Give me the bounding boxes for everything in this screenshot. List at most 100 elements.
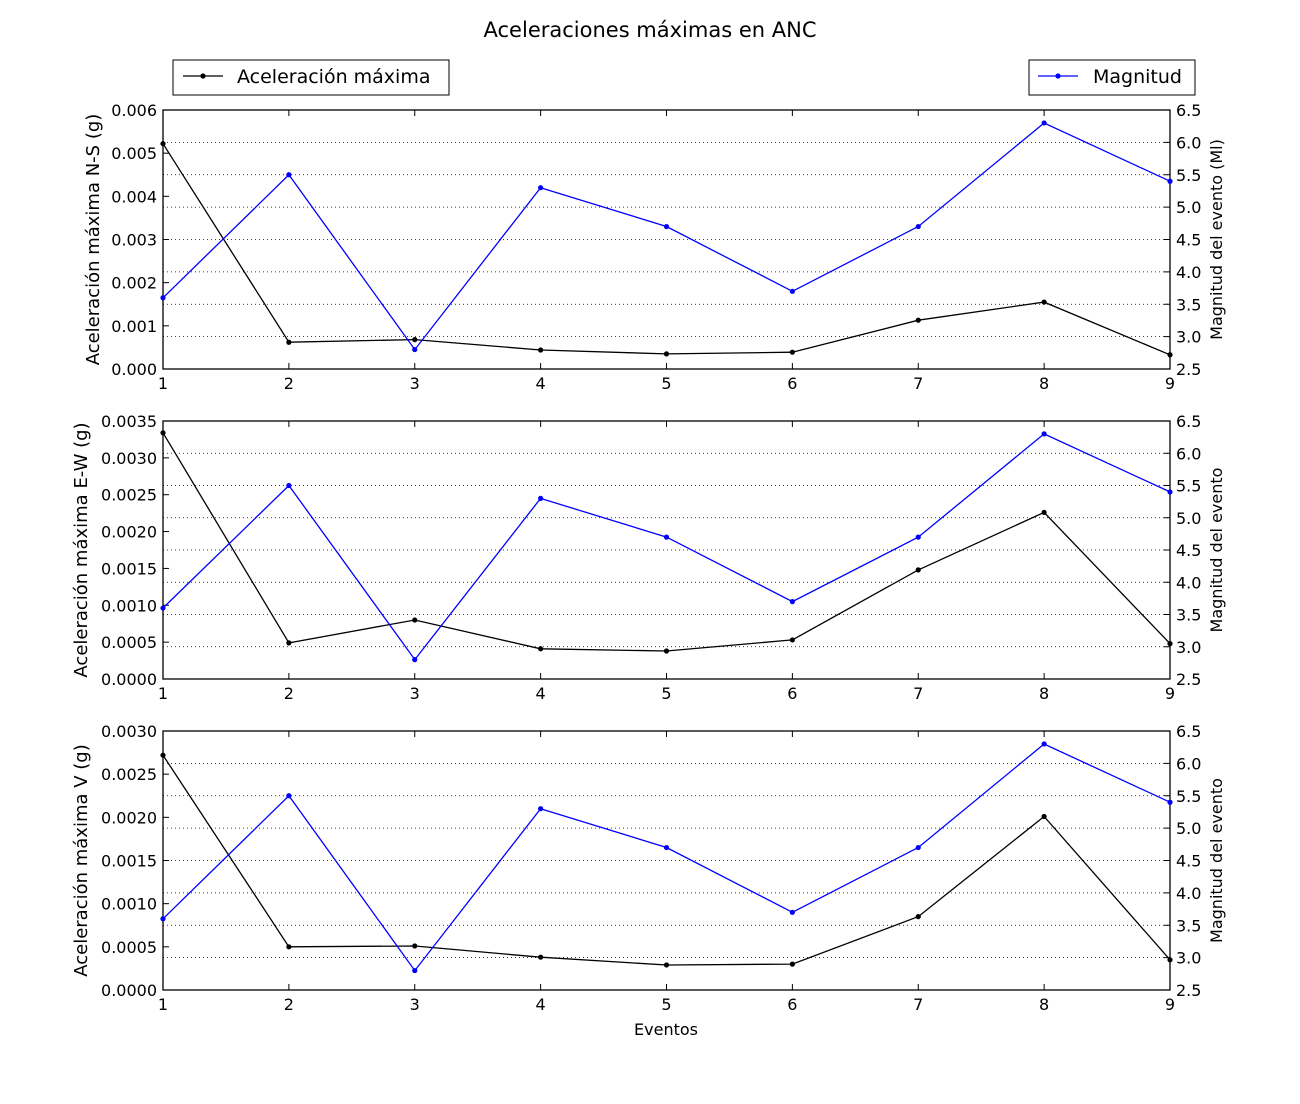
x-tick-label: 9 — [1165, 995, 1175, 1014]
y-right-tick-label: 5.0 — [1176, 819, 1201, 838]
y-right-tick-label: 4.0 — [1176, 263, 1201, 282]
x-tick-label: 1 — [158, 684, 168, 703]
y-left-tick-label: 0.0005 — [101, 633, 157, 652]
panels-layer: 1 2 3 4 5 6 7 8 9 0.000 0.001 0.002 0.003 0.004 0.005 0… — [71, 101, 1226, 1014]
data-point-acceleration — [286, 640, 292, 646]
plot-frame — [162, 730, 1171, 991]
legend-right-marker — [1055, 73, 1061, 79]
data-point-acceleration — [915, 567, 921, 573]
data-point-acceleration — [789, 349, 795, 355]
data-point-acceleration — [412, 337, 418, 343]
x-tick-label: 1 — [158, 995, 168, 1014]
x-tick-label: 3 — [410, 374, 420, 393]
y-left-tick-label: 0.002 — [111, 274, 157, 293]
data-point-magnitude — [1041, 120, 1047, 126]
panel-2: 1 2 3 4 5 6 7 8 9 0.0000 0.0005 0.0010 0.0015 0.0020 0… — [71, 412, 1226, 703]
y-right-tick-label: 4.5 — [1176, 852, 1201, 871]
y-right-tick-label: 3.5 — [1176, 295, 1201, 314]
data-point-magnitude — [1041, 741, 1047, 747]
series-line-magnitude — [162, 743, 1171, 972]
y-right-tick-label: 5.5 — [1176, 787, 1201, 806]
y-left-tick-label: 0.0020 — [101, 808, 157, 827]
y-left-tick-label: 0.0000 — [101, 670, 157, 689]
y-left-tick-label: 0.001 — [111, 317, 157, 336]
data-point-magnitude — [1167, 799, 1173, 805]
x-tick-label: 8 — [1039, 995, 1049, 1014]
x-tick-label: 5 — [661, 995, 671, 1014]
chart-title: Aceleraciones máximas en ANC — [484, 18, 817, 42]
data-point-magnitude — [1167, 489, 1173, 495]
data-point-acceleration — [412, 943, 418, 949]
data-point-magnitude — [538, 806, 544, 812]
y-right-tick-label: 6.5 — [1176, 412, 1201, 431]
x-tick-label: 2 — [284, 684, 294, 703]
x-axis-label: Eventos — [634, 1020, 698, 1039]
x-tick-label: 7 — [913, 995, 923, 1014]
data-point-magnitude — [538, 185, 544, 191]
y-left-tick-label: 0.006 — [111, 101, 157, 120]
x-tick-label: 9 — [1165, 374, 1175, 393]
y-left-axis-label: Aceleración máxima E-W (g) — [71, 422, 92, 677]
plot-frame — [162, 420, 1171, 680]
y-right-axis-label: Magnitud del evento — [1207, 778, 1226, 943]
x-tick-label: 7 — [913, 374, 923, 393]
y-right-tick-label: 6.5 — [1176, 722, 1201, 741]
series-line-magnitude — [162, 433, 1171, 661]
y-right-axis-label: Magnitud del evento (Ml) — [1207, 139, 1226, 340]
data-point-magnitude — [915, 223, 921, 230]
legend-left-box — [172, 59, 450, 96]
x-tick-label: 5 — [661, 374, 671, 393]
y-right-tick-label: 2.5 — [1176, 360, 1201, 379]
data-point-magnitude — [789, 288, 795, 294]
data-point-magnitude — [538, 495, 544, 501]
data-point-magnitude — [915, 844, 921, 851]
data-point-magnitude — [160, 295, 166, 301]
data-point-magnitude — [412, 346, 418, 353]
data-point-acceleration — [538, 646, 544, 652]
y-right-tick-label: 5.5 — [1176, 477, 1201, 496]
data-point-acceleration — [663, 351, 670, 357]
y-right-tick-label: 3.0 — [1176, 638, 1201, 657]
data-point-acceleration — [789, 637, 795, 643]
data-point-acceleration — [1041, 813, 1047, 820]
y-right-tick-label: 3.0 — [1176, 328, 1201, 347]
y-right-tick-label: 6.0 — [1176, 754, 1201, 773]
y-right-tick-label: 3.5 — [1176, 606, 1201, 625]
y-right-tick-label: 6.0 — [1176, 444, 1201, 463]
data-point-magnitude — [915, 534, 921, 540]
y-left-axis-label: Aceleración máxima N-S (g) — [83, 114, 104, 366]
x-tick-label: 4 — [536, 374, 546, 393]
data-point-acceleration — [538, 347, 544, 353]
data-point-magnitude — [286, 793, 292, 799]
data-point-acceleration — [286, 944, 292, 950]
y-left-tick-label: 0.003 — [111, 231, 157, 250]
x-tick-label: 5 — [661, 684, 671, 703]
data-point-acceleration — [1041, 509, 1047, 516]
data-point-magnitude — [160, 916, 166, 922]
data-point-magnitude — [1041, 431, 1047, 437]
y-right-tick-label: 6.5 — [1176, 101, 1201, 120]
data-point-acceleration — [915, 914, 921, 920]
legend-left-label: Aceleración máxima — [237, 66, 430, 88]
y-right-tick-label: 2.5 — [1176, 670, 1201, 689]
x-tick-label: 7 — [913, 684, 923, 703]
y-left-tick-label: 0.0015 — [101, 559, 157, 578]
panel-3: 1 2 3 4 5 6 7 8 9 0.0000 0.0005 0.0010 0.0015 0.0020 0… — [71, 722, 1226, 1014]
data-point-acceleration — [286, 339, 292, 345]
data-point-acceleration — [1041, 299, 1047, 305]
y-left-tick-label: 0.0025 — [101, 765, 157, 784]
y-left-tick-label: 0.0005 — [101, 938, 157, 957]
data-point-magnitude — [663, 534, 670, 540]
data-point-magnitude — [160, 605, 166, 611]
x-tick-label: 2 — [284, 374, 294, 393]
y-left-tick-label: 0.0035 — [101, 412, 157, 431]
x-tick-label: 4 — [536, 995, 546, 1014]
legend-right: Magnitud — [1028, 59, 1196, 96]
x-tick-label: 8 — [1039, 374, 1049, 393]
data-point-magnitude — [286, 172, 292, 178]
y-right-tick-label: 5.0 — [1176, 198, 1201, 217]
x-tick-label: 8 — [1039, 684, 1049, 703]
legend-left: Aceleración máxima — [172, 59, 450, 96]
data-point-acceleration — [663, 648, 670, 654]
y-left-tick-label: 0.005 — [111, 144, 157, 163]
